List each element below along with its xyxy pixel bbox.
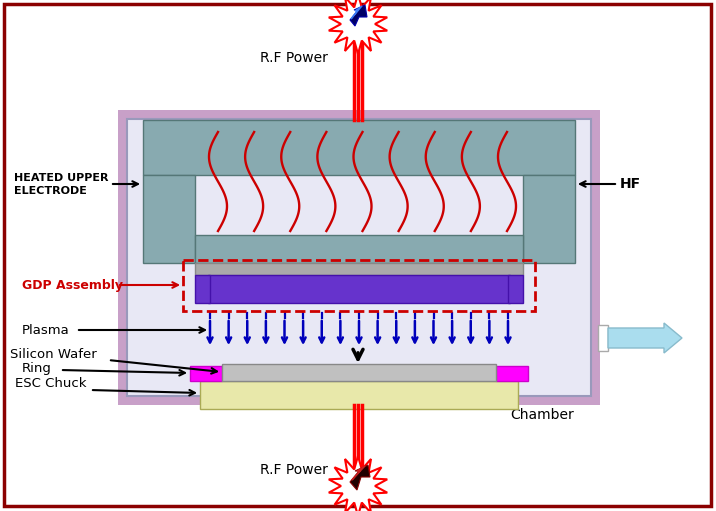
Text: HEATED UPPER: HEATED UPPER [14, 173, 109, 183]
Text: ELECTRODE: ELECTRODE [14, 186, 87, 196]
Polygon shape [351, 6, 362, 19]
FancyArrow shape [608, 323, 682, 353]
Text: ESC Chuck: ESC Chuck [15, 377, 87, 389]
Bar [208, 275, 510, 303]
Bar [200, 381, 518, 409]
Polygon shape [352, 466, 365, 480]
Bar [143, 120, 575, 175]
Polygon shape [329, 456, 387, 511]
Text: Plasma: Plasma [22, 323, 69, 337]
Text: Ring: Ring [22, 361, 52, 375]
Bar [183, 260, 535, 311]
Text: R.F Power: R.F Power [260, 51, 328, 65]
Polygon shape [329, 0, 387, 54]
Text: Vacuum: Vacuum [622, 331, 677, 345]
Polygon shape [350, 5, 367, 26]
Bar [118, 110, 600, 405]
Polygon shape [350, 465, 370, 490]
Bar [222, 364, 496, 381]
Bar [195, 263, 523, 275]
Bar [598, 325, 608, 351]
Bar [143, 175, 195, 263]
Text: GDP Assembly: GDP Assembly [22, 278, 123, 291]
Text: Silicon Wafer: Silicon Wafer [10, 347, 97, 360]
Bar [523, 175, 575, 263]
Text: Chamber: Chamber [510, 408, 574, 422]
Bar [496, 366, 528, 381]
Text: R.F Power: R.F Power [260, 463, 328, 477]
Bar [195, 235, 523, 263]
Bar [127, 119, 591, 396]
Bar [508, 275, 523, 303]
Bar [190, 366, 222, 381]
Bar [195, 275, 210, 303]
Text: HF: HF [620, 177, 641, 191]
